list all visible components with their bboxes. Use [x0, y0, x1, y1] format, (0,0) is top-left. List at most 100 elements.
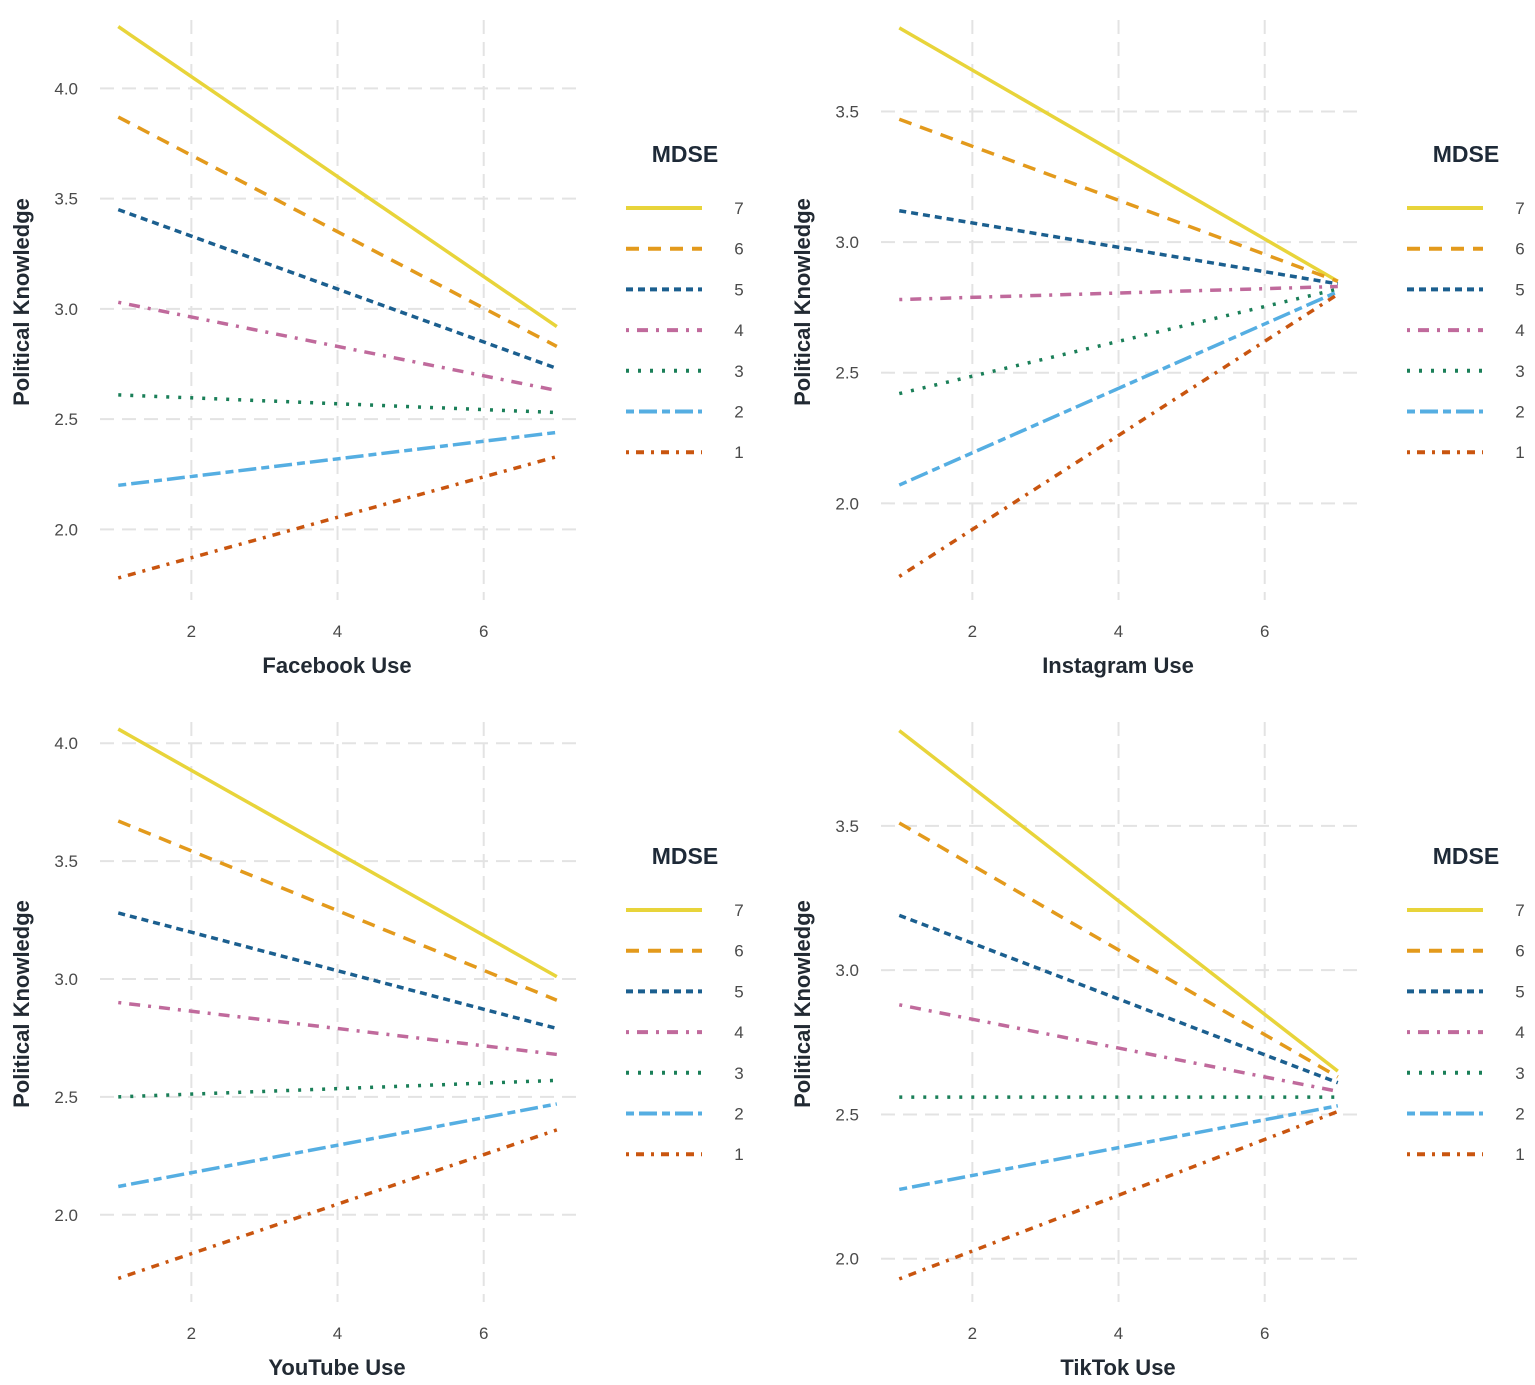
series-line-mdse-3: [118, 393, 557, 415]
legend-label: 1: [1515, 443, 1524, 462]
legend-label: 2: [734, 1105, 743, 1124]
y-tick-label: 4.0: [54, 734, 78, 753]
y-axis-title: Political Knowledge: [9, 198, 34, 406]
legend-label: 1: [1515, 1145, 1524, 1164]
legend-label: 5: [1515, 982, 1524, 1001]
legend-label: 6: [734, 240, 743, 259]
legend-label: 1: [734, 1145, 743, 1164]
legend-label: 2: [1515, 1105, 1524, 1124]
x-axis-title: YouTube Use: [268, 1355, 405, 1380]
legend-label: 5: [734, 280, 743, 299]
legend-title: MDSE: [1433, 141, 1499, 167]
series-line-mdse-5: [898, 913, 1339, 1085]
series-line-mdse-2: [117, 1102, 558, 1189]
series-line-mdse-7: [898, 729, 1339, 1073]
y-tick-label: 3.0: [835, 233, 859, 252]
x-tick-label: 4: [333, 622, 342, 641]
series-line-mdse-7: [117, 25, 558, 328]
x-tick-label: 4: [1114, 1324, 1123, 1343]
series-line-mdse-4: [899, 284, 1338, 302]
y-tick-label: 2.0: [54, 520, 78, 539]
series-line-mdse-5: [898, 208, 1339, 286]
series-line-mdse-6: [117, 115, 558, 348]
legend-label: 5: [1515, 280, 1524, 299]
legend-label: 4: [1515, 1023, 1524, 1042]
x-axis-title: TikTok Use: [1060, 1355, 1175, 1380]
x-tick-label: 4: [333, 1324, 342, 1343]
series-line-mdse-2: [898, 290, 1339, 487]
panel-tiktok-use: 2.0 2.5 3.0 3.5 2 4 6 TikTok Use Political Knowl…: [790, 722, 1525, 1380]
legend-title: MDSE: [652, 843, 718, 869]
series-line-mdse-4: [117, 300, 558, 393]
x-tick-label: 6: [479, 1324, 488, 1343]
x-tick-label: 6: [479, 622, 488, 641]
y-tick-label: 2.5: [54, 410, 78, 429]
y-tick-label: 3.5: [835, 102, 859, 121]
panel-youtube-use: 2.0 2.5 3.0 3.5 4.0 2 4 6 YouTube Use Political K…: [9, 722, 744, 1380]
legend-label: 4: [1515, 321, 1524, 340]
y-axis-title: Political Knowledge: [790, 198, 815, 406]
series-line-mdse-4: [118, 1000, 558, 1057]
y-tick-label: 2.5: [54, 1088, 78, 1107]
legend-label: 4: [734, 321, 743, 340]
series-line-mdse-6: [898, 821, 1339, 1079]
y-axis-title: Political Knowledge: [9, 900, 34, 1108]
legend-label: 6: [1515, 240, 1524, 259]
x-tick-label: 2: [187, 622, 196, 641]
y-tick-label: 3.0: [54, 970, 78, 989]
x-tick-label: 6: [1260, 1324, 1269, 1343]
panel-facebook-use: 2.0 2.5 3.0 3.5 4.0 2 4 6 Facebook Use Political …: [9, 20, 744, 678]
y-tick-label: 2.5: [835, 1105, 859, 1124]
y-tick-label: 3.0: [54, 300, 78, 319]
legend-label: 6: [1515, 942, 1524, 961]
panel-instagram-use: 2.0 2.5 3.0 3.5 2 4 6 Instagram Use Political Kn…: [790, 20, 1525, 678]
legend-title: MDSE: [1433, 843, 1499, 869]
series-line-mdse-2: [898, 1104, 1339, 1192]
x-axis-title: Instagram Use: [1042, 653, 1194, 678]
y-axis-title: Political Knowledge: [790, 900, 815, 1108]
legend-title: MDSE: [652, 141, 718, 167]
series-line-mdse-7: [117, 727, 558, 979]
y-tick-label: 3.5: [54, 852, 78, 871]
legend-label: 3: [1515, 1064, 1524, 1083]
legend-label: 4: [734, 1023, 743, 1042]
series-line-mdse-1: [898, 1109, 1339, 1281]
legend-label: 1: [734, 443, 743, 462]
series-line-mdse-6: [117, 819, 558, 1002]
legend-label: 7: [734, 901, 743, 920]
series-line-mdse-5: [117, 208, 558, 371]
legend-label: 2: [1515, 403, 1524, 422]
x-tick-label: 2: [968, 622, 977, 641]
legend-label: 7: [734, 199, 743, 218]
y-tick-label: 4.0: [54, 79, 78, 98]
x-tick-label: 4: [1114, 622, 1123, 641]
x-tick-label: 6: [1260, 622, 1269, 641]
series-line-mdse-6: [898, 117, 1339, 283]
y-tick-label: 2.0: [54, 1206, 78, 1225]
legend-label: 7: [1515, 199, 1524, 218]
x-axis-title: Facebook Use: [262, 653, 411, 678]
series-line-mdse-3: [118, 1078, 557, 1099]
series-line-mdse-1: [117, 454, 558, 580]
legend-label: 3: [1515, 362, 1524, 381]
legend-label: 5: [734, 982, 743, 1001]
series-line-mdse-2: [118, 430, 558, 488]
x-tick-label: 2: [187, 1324, 196, 1343]
series-line-mdse-1: [117, 1128, 558, 1281]
x-tick-label: 2: [968, 1324, 977, 1343]
series-line-mdse-5: [117, 911, 558, 1031]
series-line-mdse-1: [898, 292, 1339, 578]
y-tick-label: 2.0: [835, 494, 859, 513]
series-line-mdse-4: [898, 1003, 1339, 1094]
legend-label: 6: [734, 942, 743, 961]
y-tick-label: 3.5: [835, 817, 859, 836]
series-line-mdse-7: [898, 26, 1339, 283]
y-tick-label: 3.5: [54, 190, 78, 209]
y-tick-label: 2.0: [835, 1250, 859, 1269]
y-tick-label: 3.0: [835, 961, 859, 980]
legend-label: 3: [734, 362, 743, 381]
legend-label: 2: [734, 403, 743, 422]
legend-label: 7: [1515, 901, 1524, 920]
y-tick-label: 2.5: [835, 364, 859, 383]
